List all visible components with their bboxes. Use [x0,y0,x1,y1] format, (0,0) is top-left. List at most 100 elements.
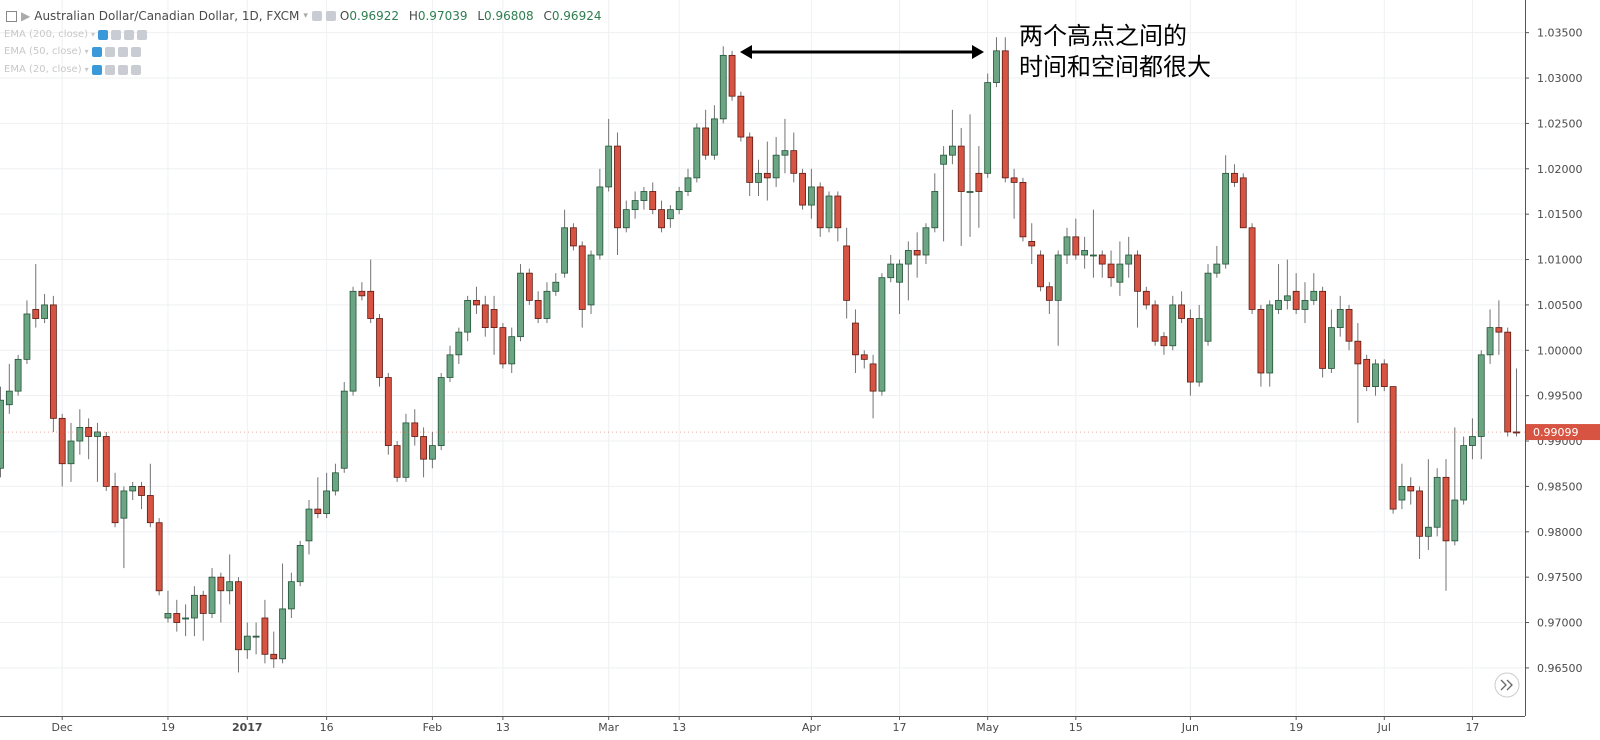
candle-body [314,508,322,515]
last-price-label: 0.99099 [1533,426,1579,439]
candle-body [1336,309,1344,328]
x-tick-label: Mar [598,721,619,734]
candle-body [1019,182,1027,238]
candle-body [173,613,181,623]
candle-body [1424,526,1432,537]
y-tick-label: 1.01000 [1537,254,1583,267]
candle-body [270,653,278,660]
candle-body [129,486,137,492]
candle-body [1442,476,1450,542]
candle-body [966,191,974,193]
indicator-row[interactable]: EMA (50, close) ▾ [4,46,141,57]
candle-body [763,172,771,179]
candle-body [384,377,392,446]
candle-body [781,150,789,156]
candle-body [243,635,251,651]
candle-body [860,354,868,360]
settings-icon[interactable] [311,11,322,21]
candle-body [1231,172,1238,183]
candle-body [878,277,886,392]
candle-body [719,54,727,120]
indicator-label: EMA (20, close) [4,64,82,75]
ohlc-value: 0.96922 [349,9,399,23]
candle-body [649,191,657,211]
candle-body [1504,331,1512,433]
candle-body [1407,486,1415,492]
candle-body [191,594,198,619]
candle-body [737,95,745,138]
y-tick-label: 0.96500 [1537,662,1583,675]
candle-body [702,127,710,156]
candle-body [807,186,815,206]
candle-body [287,581,295,610]
x-tick-label: Jul [1377,721,1391,734]
x-tick-label: Dec [52,721,73,734]
candle-body [825,195,833,229]
candle-body [1169,304,1177,347]
candle-body [728,54,736,97]
candle-body [376,318,383,378]
ohlc-value: 0.97039 [417,9,468,23]
candle-body [120,490,128,519]
last-price-tag [1526,424,1600,441]
candle-body [1063,236,1071,256]
y-tick-label: 1.01500 [1537,208,1583,221]
annotation-text: 时间和空间都很大 [1019,53,1211,81]
symbol-title: Australian Dollar/Canadian Dollar, 1D, F… [34,9,300,23]
candle-body [1275,299,1282,310]
candle-body [349,290,357,392]
settings-icon[interactable] [325,11,336,21]
candle-body [596,186,604,256]
candle-body [957,145,965,192]
candle-body [1195,318,1203,383]
candle-body [473,299,480,306]
candle-body [155,522,163,592]
candle-body [1460,445,1468,501]
candle-body [481,304,489,328]
candle-body [552,281,560,292]
candle-body [1495,327,1503,333]
candle-body [1222,172,1230,265]
candle-body [464,299,472,333]
candle-body [279,608,286,660]
candle-body [746,136,754,183]
y-tick-label: 1.03000 [1537,72,1583,85]
candle-body [1160,336,1168,347]
x-tick-label: 19 [161,721,175,734]
candle-body [1037,254,1044,288]
candle-body [1328,327,1335,369]
candle-body [41,304,48,319]
flag-icon: ▶ [21,9,31,23]
candle-body [455,331,463,356]
indicator-label: EMA (50, close) [4,46,82,57]
candle-body [446,354,454,378]
candle-body [411,422,419,437]
candle-body [1142,290,1150,306]
candle-body [217,576,225,592]
x-tick-label: 17 [1465,721,1479,734]
menu-arrow[interactable]: ▾ [303,11,308,21]
candle-body [1266,304,1274,374]
candle-body [755,172,762,183]
indicator-label: EMA (200, close) [4,29,88,40]
candle-body [1372,363,1379,387]
indicator-row[interactable]: EMA (20, close) ▾ [4,64,141,75]
candle-body [684,177,692,192]
candle-body [1469,436,1476,446]
candle-body [305,508,313,542]
candle-body [587,254,595,306]
candle-body [1433,476,1441,528]
indicator-row[interactable]: EMA (200, close) ▾ [4,29,147,40]
y-tick-label: 1.00000 [1537,344,1583,357]
candle-body [508,336,516,365]
candle-body [790,150,798,174]
candle-body [1072,236,1080,256]
candle-body [1319,290,1326,369]
candle-body [887,263,895,279]
scroll-button[interactable] [1494,672,1520,698]
candle-body [1248,227,1256,310]
candle-body [614,145,621,229]
x-tick-label: 13 [496,721,510,734]
collapse-button[interactable] [6,10,17,22]
candle-body [1292,290,1300,310]
